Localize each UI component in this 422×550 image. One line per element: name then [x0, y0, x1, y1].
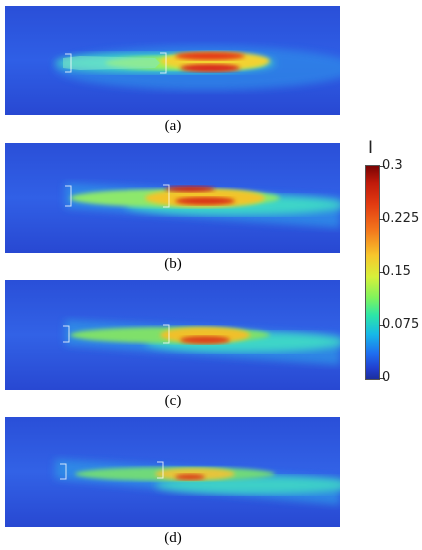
turbulence-field-d: [5, 417, 340, 527]
legend-title: I: [368, 138, 374, 158]
tick-label: 0.225: [382, 211, 420, 226]
tick-mark: [379, 219, 385, 220]
tick-label: 0.3: [382, 158, 403, 173]
colorbar: [365, 165, 380, 380]
tick-label: 0.15: [382, 264, 411, 279]
tick-label: 0: [382, 370, 391, 385]
tick-mark: [379, 325, 385, 326]
tick-mark: [379, 272, 385, 273]
caption-b: (b): [164, 256, 182, 272]
turbulence-field-a: [5, 6, 340, 115]
turbulence-field-b: [5, 143, 340, 253]
tick-label: 0.075: [382, 317, 420, 332]
tick-mark: [379, 166, 385, 167]
caption-d: (d): [164, 530, 182, 546]
caption-a: (a): [164, 118, 182, 134]
tick-mark: [379, 378, 385, 379]
caption-c: (c): [164, 393, 182, 409]
turbulence-field-c: [5, 280, 340, 390]
